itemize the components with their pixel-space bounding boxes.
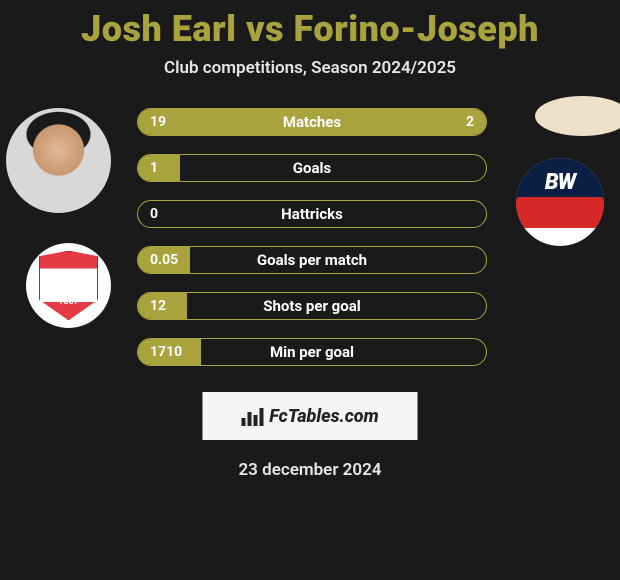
- stat-label: Goals per match: [138, 251, 486, 269]
- footer-brand-badge[interactable]: FcTables.com: [203, 392, 418, 440]
- stat-value-right: 2: [466, 114, 474, 130]
- stat-row-shots-per-goal: Shots per goal12: [137, 292, 487, 320]
- stat-row-hattricks: Hattricks0: [137, 200, 487, 228]
- stat-value-left: 19: [150, 114, 166, 130]
- footer-date: 23 december 2024: [0, 460, 620, 480]
- stats-bars: Matches19 2 Goals1 Hattricks0 Goals per matc…: [137, 108, 487, 384]
- stat-value-left: 0.05: [150, 252, 178, 268]
- stat-value-left: 1: [150, 160, 158, 176]
- stat-label: Min per goal: [138, 343, 486, 361]
- stat-label: Matches: [138, 113, 486, 131]
- bolton-badge: BW: [516, 158, 604, 246]
- stat-value-left: 0: [150, 206, 158, 222]
- bolton-initials: BW: [545, 170, 575, 195]
- club-logo-left: 1887: [26, 243, 111, 328]
- stat-label: Goals: [138, 159, 486, 177]
- page-subtitle: Club competitions, Season 2024/2025: [0, 58, 620, 78]
- stat-value-left: 12: [150, 298, 166, 314]
- stat-label: Shots per goal: [138, 297, 486, 315]
- page-title: Josh Earl vs Forino-Joseph: [0, 0, 620, 50]
- stat-row-min-per-goal: Min per goal1710: [137, 338, 487, 366]
- stat-value-left: 1710: [150, 344, 182, 360]
- stat-label: Hattricks: [138, 205, 486, 223]
- footer-brand-text: FcTables.com: [269, 406, 378, 427]
- barnsley-badge: 1887: [26, 243, 111, 328]
- club-logo-right: BW: [516, 158, 604, 246]
- stat-row-matches: Matches19 2: [137, 108, 487, 136]
- player-left-photo: [6, 108, 111, 213]
- face-placeholder: [6, 108, 111, 213]
- bolton-ribbon: [516, 197, 604, 229]
- player-right-photo: [535, 96, 620, 136]
- stat-row-goals-per-match: Goals per match0.05: [137, 246, 487, 274]
- stat-row-goals: Goals1: [137, 154, 487, 182]
- chart-icon: [241, 406, 263, 426]
- barnsley-year: 1887: [40, 297, 98, 307]
- barnsley-shield: 1887: [39, 251, 99, 321]
